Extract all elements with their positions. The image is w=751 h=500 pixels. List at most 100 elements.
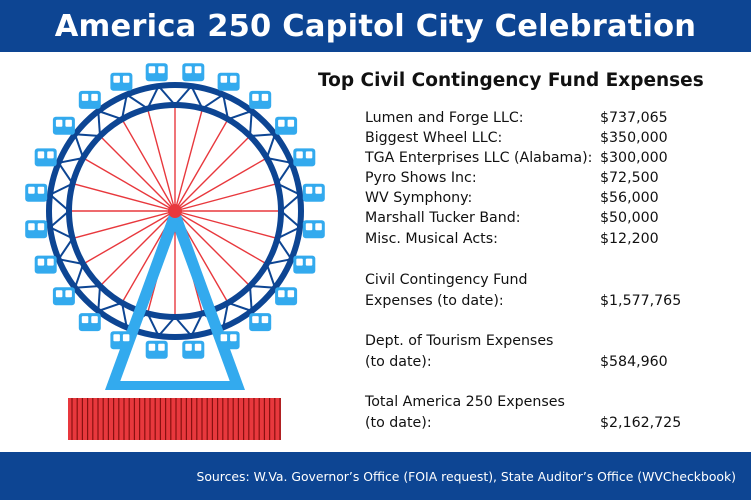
- truss-bar: [97, 110, 123, 121]
- gondola: [182, 63, 205, 82]
- truss-bar: [58, 157, 84, 164]
- sources-text: Sources: W.Va. Governor’s Office (FOIA r…: [196, 468, 736, 484]
- truss-bar: [190, 312, 204, 337]
- gondola: [217, 72, 240, 91]
- truss-bar: [49, 226, 74, 240]
- wheel-base: [68, 398, 281, 440]
- page-title: America 250 Capitol City Celebration: [54, 8, 697, 44]
- wheel-gondolas: [25, 63, 325, 359]
- wheel-outer-rim: [46, 82, 304, 340]
- total-amount: $2,162,725: [600, 415, 682, 431]
- total-amount: $584,960: [600, 354, 668, 370]
- spoke: [174, 210, 277, 239]
- spoke: [174, 119, 229, 212]
- spoke: [147, 109, 176, 212]
- truss-bar: [57, 162, 74, 185]
- gondola: [302, 183, 325, 202]
- truss-bar: [174, 85, 193, 106]
- truss-bar: [49, 193, 70, 212]
- truss-bar: [174, 316, 193, 337]
- truss-bar: [126, 93, 149, 110]
- truss-bar: [222, 94, 229, 120]
- truss-bar: [49, 182, 74, 196]
- gondola: [293, 148, 316, 167]
- truss-bar: [49, 210, 70, 229]
- expense-amount: $350,000: [600, 130, 668, 146]
- expense-label: Misc. Musical Acts:: [365, 231, 498, 247]
- gondola: [217, 331, 240, 350]
- truss-bar: [265, 263, 276, 289]
- gondola: [293, 255, 316, 274]
- gondola: [275, 287, 298, 306]
- truss-bar: [280, 210, 301, 229]
- expense-amount: $737,065: [600, 110, 668, 126]
- expense-amount: $12,200: [600, 231, 659, 247]
- gondola: [34, 148, 57, 167]
- expense-label: Pyro Shows Inc:: [365, 170, 477, 186]
- total-label: Total America 250 Expenses: [365, 394, 565, 410]
- gondola: [249, 313, 272, 332]
- truss-bar: [74, 133, 85, 159]
- spoke: [174, 157, 267, 212]
- spoke: [73, 210, 176, 239]
- gondola: [25, 183, 48, 202]
- expense-amount: $56,000: [600, 190, 659, 206]
- expense-label: TGA Enterprises LLC (Alabama):: [365, 150, 593, 166]
- truss-bar: [280, 193, 301, 212]
- truss-bar: [74, 285, 101, 289]
- gondola: [110, 72, 133, 91]
- truss-bar: [74, 263, 85, 289]
- total-label: Expenses (to date):: [365, 293, 504, 309]
- gondola: [145, 340, 168, 359]
- gondola: [78, 90, 101, 109]
- ferris-wheel-icon: [25, 63, 325, 440]
- expenses-heading: Top Civil Contingency Fund Expenses: [318, 70, 704, 91]
- gondola: [34, 255, 57, 274]
- expense-label: Lumen and Forge LLC:: [365, 110, 524, 126]
- truss-bar: [249, 285, 253, 312]
- truss-bar: [121, 302, 128, 328]
- truss-bar: [58, 258, 84, 265]
- gondola: [52, 287, 75, 306]
- truss-bar: [276, 226, 301, 240]
- truss-bar: [57, 237, 74, 260]
- truss-bar: [190, 85, 204, 110]
- spoke: [83, 210, 176, 265]
- truss-bar: [276, 237, 293, 260]
- spoke: [174, 210, 267, 265]
- gondola: [249, 90, 272, 109]
- truss-bar: [74, 133, 101, 137]
- spoke: [100, 210, 176, 286]
- expense-amount: $50,000: [600, 210, 659, 226]
- title-banner: America 250 Capitol City Celebration: [0, 0, 751, 52]
- truss-bar: [266, 157, 292, 164]
- spoke: [174, 136, 250, 212]
- truss-bar: [97, 285, 101, 312]
- truss-bar: [265, 133, 276, 159]
- truss-bar: [157, 85, 176, 106]
- gondola: [302, 220, 325, 239]
- truss-bar: [146, 85, 160, 110]
- truss-bar: [249, 110, 253, 137]
- spoke: [174, 183, 277, 212]
- total-label: (to date):: [365, 354, 432, 370]
- gondola: [145, 63, 168, 82]
- truss-bar: [121, 94, 128, 120]
- spoke: [73, 183, 176, 212]
- truss-bar: [201, 93, 224, 110]
- expense-amount: $72,500: [600, 170, 659, 186]
- truss-bar: [157, 316, 176, 337]
- expense-amount: $300,000: [600, 150, 668, 166]
- truss-bar: [97, 110, 101, 137]
- truss-bar: [146, 312, 160, 337]
- spoke: [83, 157, 176, 212]
- expense-label: WV Symphony:: [365, 190, 473, 206]
- truss-bar: [97, 301, 123, 312]
- truss-bar: [276, 182, 301, 196]
- total-label: (to date):: [365, 415, 432, 431]
- gondola: [25, 220, 48, 239]
- gondola: [182, 340, 205, 359]
- gondola: [52, 116, 75, 135]
- spoke: [121, 119, 176, 212]
- expense-label: Marshall Tucker Band:: [365, 210, 521, 226]
